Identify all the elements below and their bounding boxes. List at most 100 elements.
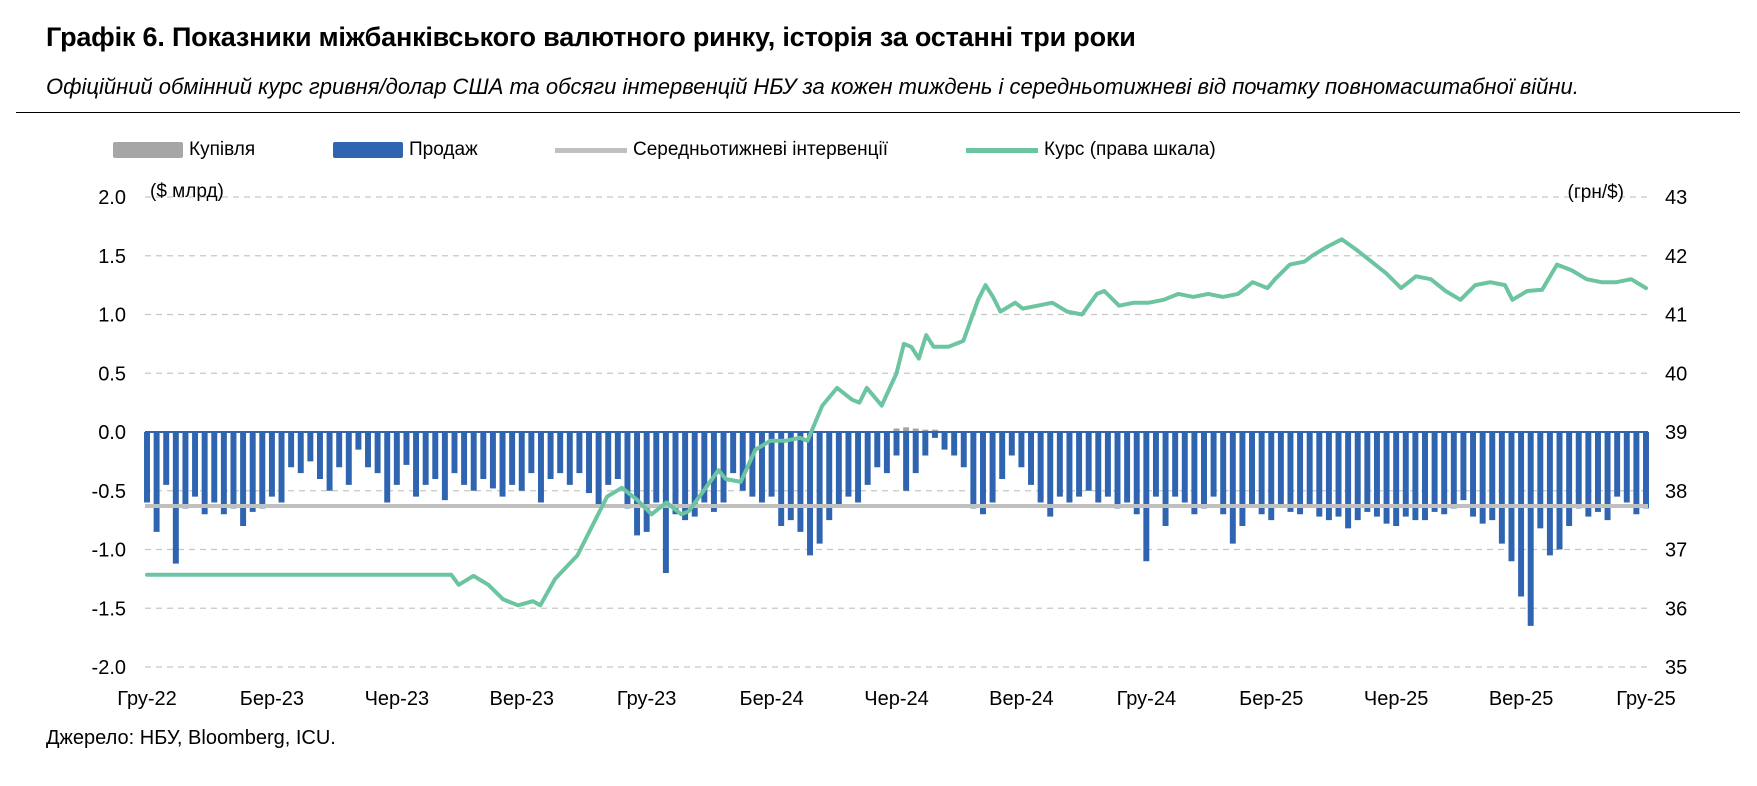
axes: 2.0 1.5 1.0 0.5 0.0 -0.5 -1.0 -1.5 -2.0 43 42 41 40 3… [92, 181, 1688, 710]
sale-bar [835, 432, 842, 505]
x-tick-label: Чер-24 [864, 688, 928, 710]
sale-bar [1306, 432, 1313, 505]
sale-bar [653, 432, 660, 503]
sale-bar [249, 432, 256, 512]
sale-bar [240, 432, 247, 526]
right-tick-label: 38 [1665, 481, 1687, 503]
chart-title: Графік 6. Показники міжбанківського валю… [46, 22, 1136, 52]
sale-bar [1441, 432, 1448, 515]
sale-bar [1373, 432, 1380, 517]
x-tick-label: Бер-24 [739, 688, 803, 710]
sale-bar [1460, 432, 1467, 501]
sale-bar [557, 432, 564, 474]
sale-bar [576, 432, 583, 474]
right-tick-label: 42 [1665, 246, 1687, 268]
sale-bar [374, 432, 381, 474]
sale-bar [307, 432, 314, 462]
left-tick-label: -0.5 [92, 481, 126, 503]
sale-bar [1508, 432, 1515, 562]
sale-bar [1431, 432, 1438, 512]
sale-bar [1201, 432, 1207, 509]
sale-bar [192, 432, 199, 497]
purchase-bar [931, 429, 938, 432]
sale-bar [518, 432, 525, 491]
sale-bar [1518, 432, 1525, 597]
sale-bar [1008, 432, 1015, 456]
sale-bar [201, 432, 208, 515]
sale-bar [903, 432, 910, 491]
sale-bar [912, 432, 919, 474]
sale-bar [451, 432, 458, 474]
sale-bar [461, 432, 468, 485]
sale-bar [624, 432, 631, 509]
sale-bar [153, 432, 160, 532]
sale-bar [393, 432, 400, 485]
x-tick-label: Гру-25 [1616, 688, 1676, 710]
sale-bar [1287, 432, 1294, 512]
sale-bar [807, 432, 813, 556]
sale-bar [883, 432, 890, 474]
sale-bar [614, 432, 621, 479]
sale-bar [470, 432, 477, 491]
purchase-bar [912, 428, 919, 432]
left-tick-label: 0.5 [98, 363, 126, 385]
sale-bar [1085, 432, 1092, 491]
legend-swatch-purchase [113, 142, 183, 158]
legend-swatch-rate [966, 147, 1038, 153]
sale-bar [1076, 432, 1083, 497]
exchange-rate-line [145, 237, 1648, 608]
sale-bar [1210, 432, 1217, 497]
sale-bar [1412, 432, 1419, 521]
sale-bar [1162, 432, 1169, 526]
sale-bar [172, 432, 179, 564]
x-tick-label: Вер-24 [989, 688, 1054, 710]
sale-bar [768, 432, 775, 497]
x-tick-label: Гру-23 [617, 688, 677, 710]
right-tick-label: 36 [1665, 598, 1687, 620]
sale-bar [211, 432, 218, 503]
x-tick-label: Гру-22 [117, 688, 177, 710]
x-tick-label: Чер-25 [1364, 688, 1428, 710]
sale-bar [384, 432, 391, 503]
sale-bar [710, 432, 717, 512]
legend-item-purchase: Купівля [113, 136, 255, 164]
bar-series [144, 427, 1649, 626]
source-note: Джерело: НБУ, Bloomberg, ICU. [46, 727, 336, 749]
sale-bar [1018, 432, 1025, 468]
sale-bar [326, 432, 333, 491]
sale-bar [691, 432, 698, 517]
sale-bar [893, 432, 900, 456]
sale-bar [1604, 432, 1611, 521]
sale-bar [1422, 432, 1428, 521]
purchase-bar [903, 427, 910, 432]
x-tick-label: Гру-24 [1117, 688, 1177, 710]
sale-bar [951, 432, 958, 456]
sale-bar [1585, 432, 1592, 517]
sale-bar [1594, 432, 1601, 512]
x-tick-label: Бер-25 [1239, 688, 1303, 710]
sale-bar [1249, 432, 1256, 505]
sale-bar [259, 432, 266, 509]
chart-legend: Купівля Продаж Середньотижневі інтервенц… [0, 136, 1757, 164]
legend-item-rate: Курс (права шкала) [966, 136, 1216, 164]
sale-bar [1364, 432, 1371, 512]
right-axis-unit-label: (грн/$) [1568, 182, 1625, 203]
sale-bar [739, 432, 746, 491]
sale-bar [1220, 432, 1227, 515]
right-tick-label: 43 [1665, 187, 1687, 209]
sale-bar [1470, 432, 1477, 517]
sale-bar [941, 432, 948, 450]
sale-bar [422, 432, 429, 485]
x-tick-label: Чер-23 [365, 688, 429, 710]
legend-swatch-sale [333, 142, 403, 158]
sale-bar [1066, 432, 1073, 503]
sale-bar [1297, 432, 1304, 515]
sale-bar [672, 432, 679, 515]
sale-bar [1383, 432, 1390, 524]
right-tick-label: 39 [1665, 422, 1687, 444]
sale-bar [278, 432, 285, 503]
sale-bar [297, 432, 304, 474]
sale-bar [1172, 432, 1179, 497]
legend-item-sale: Продаж [333, 136, 478, 164]
sale-bar [1556, 432, 1563, 550]
